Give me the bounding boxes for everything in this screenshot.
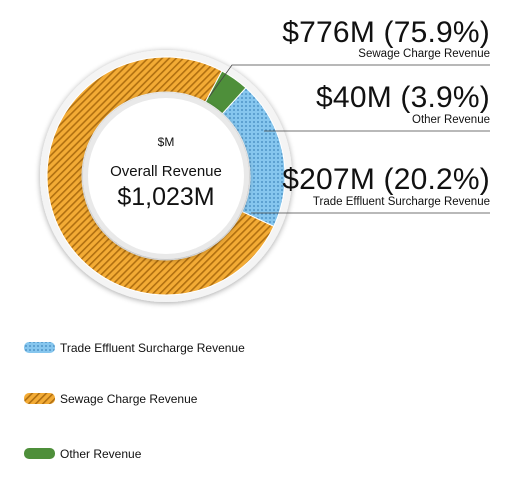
callout-name-trade: Trade Effluent Surcharge Revenue (313, 196, 490, 208)
center-total: $1,023M (117, 183, 214, 211)
legend: Trade Effluent Surcharge Revenue Sewage … (24, 341, 245, 461)
callout-value-trade: $207M (20.2%) (282, 163, 490, 196)
donut-slices (46, 56, 286, 296)
donut-hole (88, 98, 244, 254)
callout-value-sewage: $776M (75.9%) (282, 16, 490, 49)
legend-label-trade: Trade Effluent Surcharge Revenue (60, 341, 245, 355)
callout-line-sewage (208, 64, 490, 98)
legend-label-other: Other Revenue (60, 447, 142, 461)
callout-name-other: Other Revenue (412, 114, 490, 126)
donut-slice-trade-effluent-surcharge-revenue (221, 87, 286, 227)
center-unit-label: $M (158, 135, 175, 149)
legend-swatch-trade (24, 342, 55, 353)
center-title: Overall Revenue (110, 163, 222, 180)
callout-name-sewage: Sewage Charge Revenue (358, 48, 490, 60)
legend-swatch-sewage (24, 393, 55, 404)
legend-swatch-other (24, 448, 55, 459)
callout-value-other: $40M (3.9%) (316, 81, 490, 114)
legend-label-sewage: Sewage Charge Revenue (60, 392, 198, 406)
donut-slice-sewage-charge-revenue (46, 56, 275, 296)
